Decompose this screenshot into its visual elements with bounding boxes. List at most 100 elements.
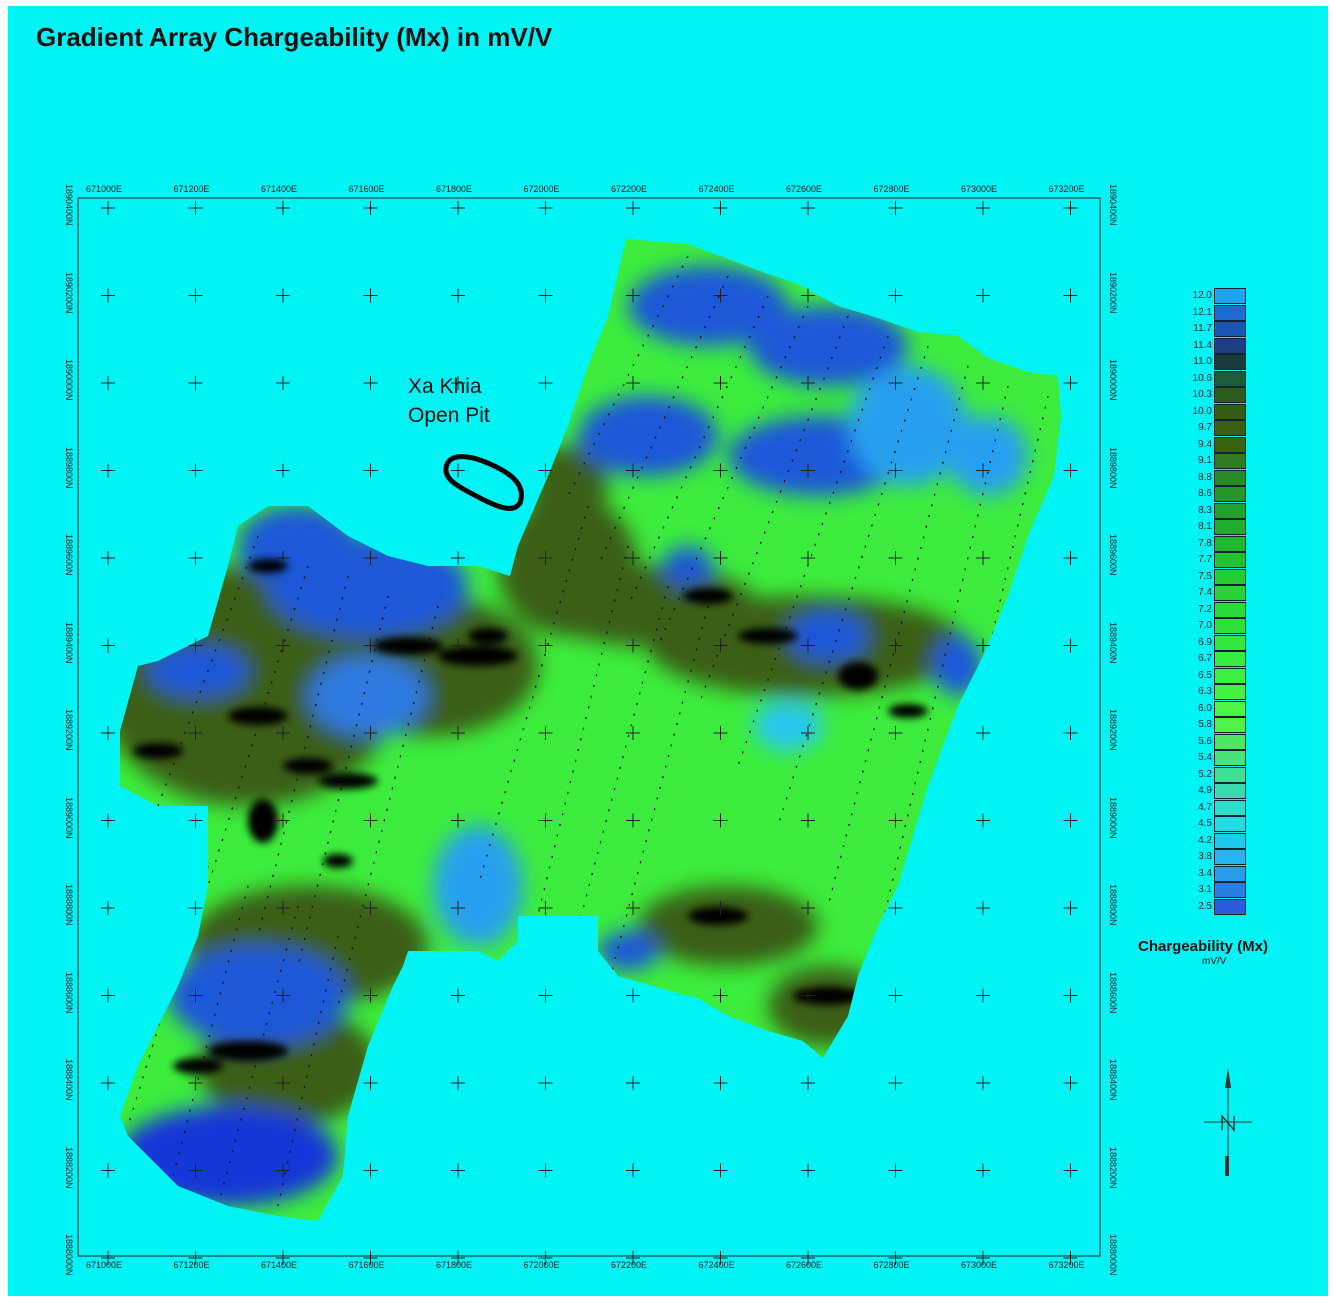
grid-cross [626, 1251, 640, 1265]
grid-cross [888, 1251, 903, 1265]
easting-label-top: 672400E [698, 184, 735, 194]
legend-swatch [1214, 502, 1246, 519]
grid-cross [1063, 288, 1078, 303]
grid-cross [713, 463, 728, 478]
legend-value: 7.7 [1198, 554, 1212, 565]
legend-value: 11.7 [1193, 323, 1212, 334]
easting-label-bottom: 671600E [348, 1260, 385, 1270]
grid-cross [713, 988, 728, 1003]
northing-label-right: 1888200N [1108, 1146, 1118, 1189]
easting-label-bottom: 672200E [611, 1260, 648, 1270]
legend-item: 7.5 [1174, 568, 1254, 585]
legend-item: 4.5 [1174, 816, 1254, 832]
legend-item: 10.3 [1174, 387, 1254, 403]
grid-cross [363, 988, 378, 1003]
grid-cross [538, 288, 553, 303]
legend-swatch [1214, 304, 1246, 321]
northing-label-right: 1888000N [1108, 1234, 1118, 1276]
grid-cross [188, 638, 203, 653]
legend-item: 12.0 [1174, 288, 1254, 304]
legend-value: 9.1 [1198, 455, 1212, 466]
grid-cross [1063, 463, 1078, 478]
grid-cross [101, 988, 115, 1003]
grid-cross [538, 463, 553, 478]
easting-label-bottom: 671200E [173, 1260, 210, 1270]
legend-item: 11.4 [1174, 337, 1254, 354]
grid-cross [538, 1076, 553, 1090]
grid-cross [801, 988, 815, 1003]
legend-item: 4.2 [1174, 832, 1254, 849]
easting-label-top: 672600E [786, 184, 823, 194]
legend-item: 4.9 [1174, 783, 1254, 799]
grid-cross [713, 1163, 728, 1178]
legend-swatch [1214, 733, 1246, 750]
legend-item: 8.1 [1174, 519, 1254, 535]
grid-cross [976, 901, 990, 915]
grid-cross [363, 201, 378, 215]
easting-label-bottom: 671800E [436, 1260, 473, 1270]
legend-swatch [1214, 354, 1246, 370]
northing-label-right: 1889000N [1108, 796, 1118, 839]
northing-label-left: 1890400N [64, 184, 74, 226]
legend-item: 6.9 [1174, 634, 1254, 651]
legend-item: 8.6 [1174, 486, 1254, 502]
grid-cross [888, 813, 903, 828]
legend-value: 10.0 [1192, 405, 1212, 417]
northing-label-left: 1889400N [64, 621, 74, 664]
grid-cross [713, 551, 728, 565]
legend-swatch [1214, 370, 1246, 387]
legend-swatch [1214, 403, 1246, 420]
legend-value: 7.4 [1198, 587, 1212, 598]
legend-swatch [1214, 552, 1246, 568]
grid-cross [363, 901, 378, 915]
grid-cross [451, 1163, 465, 1178]
grid-cross [538, 813, 553, 828]
legend-item: 7.4 [1174, 585, 1254, 601]
northing-label-right: 1889400N [1108, 621, 1118, 664]
grid-cross [101, 726, 115, 740]
grid-cross [188, 1163, 203, 1178]
grid-cross [276, 1163, 290, 1178]
grid-cross [888, 288, 903, 303]
grid-cross [713, 201, 728, 215]
grid-cross [363, 288, 378, 303]
open-pit-label-line1: Xa Khia [408, 375, 482, 398]
survey-line [217, 905, 299, 1207]
survey-line [567, 255, 689, 497]
grid-cross [276, 726, 290, 740]
legend-item: 8.3 [1174, 502, 1254, 519]
northing-label-left: 1888000N [64, 1234, 74, 1276]
legend-swatch [1214, 486, 1246, 502]
legend-swatch [1214, 717, 1246, 733]
grid-cross [888, 1163, 903, 1178]
grid-cross [538, 201, 553, 215]
grid-cross [976, 813, 990, 828]
grid-cross [451, 901, 465, 915]
legend-value: 11.0 [1193, 356, 1212, 367]
grid-cross [888, 1076, 903, 1090]
grid-cross [976, 638, 990, 653]
legend-swatch [1214, 849, 1246, 865]
grid-cross [276, 901, 290, 915]
grid-cross [1063, 551, 1078, 565]
grid-cross [1063, 813, 1078, 828]
legend-value: 12.1 [1192, 306, 1212, 318]
grid-cross [976, 551, 990, 565]
legend-unit: mV/V [1202, 956, 1227, 967]
legend-item: 7.7 [1174, 552, 1254, 568]
grid-cross [363, 726, 378, 740]
legend-item: 7.2 [1174, 601, 1254, 618]
northing-label-left: 1889800N [64, 446, 74, 489]
grid-cross [188, 813, 203, 828]
legend-swatch [1214, 601, 1246, 618]
easting-label-top: 671400E [261, 184, 298, 194]
grid-cross [451, 638, 465, 653]
northing-label-left: 1888800N [64, 884, 74, 926]
legend-swatch [1214, 832, 1246, 849]
grid-cross [276, 376, 290, 390]
grid-cross [888, 201, 903, 215]
grid-cross [626, 813, 640, 828]
grid-cross [188, 201, 203, 215]
survey-line [867, 385, 1009, 987]
legend-item: 9.1 [1174, 453, 1254, 469]
